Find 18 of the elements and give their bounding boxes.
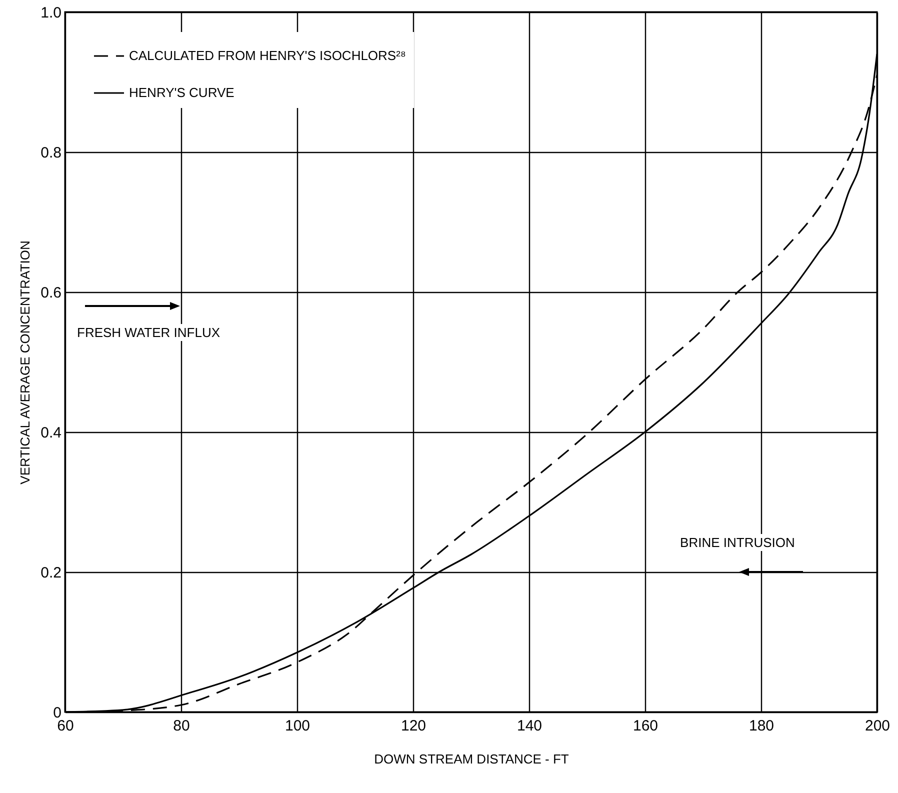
- y-tick-label: 0.8: [40, 144, 62, 162]
- y-axis-title: VERTICAL AVERAGE CONCENTRATION: [18, 240, 33, 484]
- y-tick-label: 0.2: [40, 564, 62, 582]
- y-tick-label: 0.4: [40, 424, 62, 442]
- y-tick-label: 0.6: [40, 284, 62, 302]
- x-tick-label: 160: [632, 718, 658, 734]
- y-tick-label: 1.0: [40, 4, 62, 22]
- x-tick-label: 80: [173, 718, 190, 734]
- annotation: BRINE INTRUSION: [678, 534, 797, 550]
- annotation: FRESH WATER INFLUX: [75, 324, 222, 340]
- x-tick-label: 200: [864, 718, 890, 734]
- x-tick-label: 120: [400, 718, 426, 734]
- x-tick-label: 140: [516, 718, 542, 734]
- legend-label: HENRY'S CURVE: [129, 85, 235, 100]
- x-axis-title: DOWN STREAM DISTANCE - FT: [374, 752, 569, 766]
- x-tick-label: 100: [284, 718, 310, 734]
- x-tick-label: 180: [748, 718, 774, 734]
- legend-label: CALCULATED FROM HENRY'S ISOCHLORS²⁸: [129, 48, 406, 63]
